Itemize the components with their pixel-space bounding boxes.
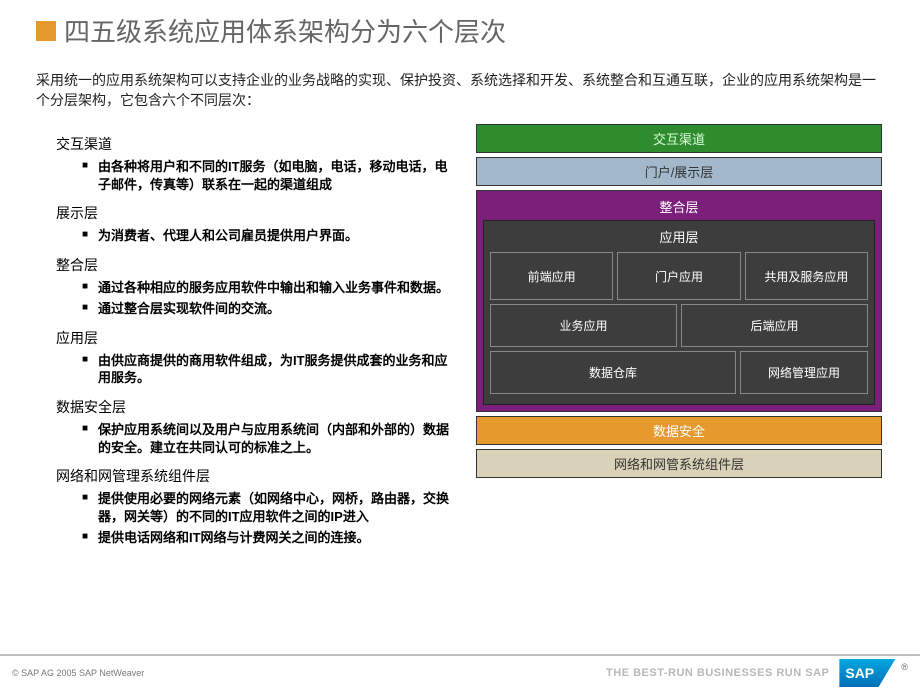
bullet-item: 为消费者、代理人和公司雇员提供用户界面。 (82, 227, 456, 245)
section-title: 网络和网管理系统组件层 (56, 466, 456, 486)
bullet-item: 提供使用必要的网络元素（如网络中心，网桥，路由器，交换器，网关等）的不同的IT应… (82, 490, 456, 525)
layer-network-components: 网络和网管系统组件层 (476, 449, 882, 478)
footer-right: THE BEST-RUN BUSINESSES RUN SAP SAP ® (606, 659, 908, 687)
section-title: 交互渠道 (56, 134, 456, 154)
bullet-item: 由供应商提供的商用软件组成，为IT服务提供成套的业务和应用服务。 (82, 352, 456, 387)
app-cell-backend: 后端应用 (681, 304, 868, 347)
title-bar: 四五级系统应用体系架构分为六个层次 (0, 0, 920, 57)
app-cell-frontend: 前端应用 (490, 252, 613, 300)
bullet-item: 由各种将用户和不同的IT服务（如电脑，电话，移动电话，电子邮件，传真等）联系在一… (82, 158, 456, 193)
app-cell-portal: 门户应用 (617, 252, 740, 300)
layer-portal-display: 门户/展示层 (476, 157, 882, 186)
content-area: 交互渠道 由各种将用户和不同的IT服务（如电脑，电话，移动电话，电子邮件，传真等… (0, 118, 920, 551)
copyright-text: © SAP AG 2005 SAP NetWeaver (12, 668, 144, 678)
bullet-list: 由各种将用户和不同的IT服务（如电脑，电话，移动电话，电子邮件，传真等）联系在一… (56, 158, 456, 193)
intro-paragraph: 采用统一的应用系统架构可以支持企业的业务战略的实现、保护投资、系统选择和开发、系… (0, 57, 920, 118)
registered-mark-icon: ® (901, 662, 908, 672)
bullet-item: 保护应用系统间以及用户与应用系统间（内部和外部的）数据的安全。建立在共同认可的标… (82, 421, 456, 456)
integration-layer-label: 整合层 (483, 197, 875, 216)
section-title: 整合层 (56, 255, 456, 275)
footer: © SAP AG 2005 SAP NetWeaver THE BEST-RUN… (0, 656, 920, 690)
slide-title: 四五级系统应用体系架构分为六个层次 (64, 12, 506, 49)
tagline-text: THE BEST-RUN BUSINESSES RUN SAP (606, 667, 829, 679)
layer-data-security: 数据安全 (476, 416, 882, 445)
section-title: 数据安全层 (56, 397, 456, 417)
application-layer-box: 应用层 前端应用 门户应用 共用及服务应用 业务应用 后端应用 数据仓库 网络管… (483, 220, 875, 405)
bullet-list: 通过各种相应的服务应用软件中输出和输入业务事件和数据。 通过整合层实现软件间的交… (56, 279, 456, 318)
bullet-list: 由供应商提供的商用软件组成，为IT服务提供成套的业务和应用服务。 (56, 352, 456, 387)
architecture-diagram: 交互渠道 门户/展示层 整合层 应用层 前端应用 门户应用 共用及服务应用 业务… (476, 124, 882, 551)
definitions-column: 交互渠道 由各种将用户和不同的IT服务（如电脑，电话，移动电话，电子邮件，传真等… (56, 124, 456, 551)
bullet-item: 提供电话网络和IT网络与计费网关之间的连接。 (82, 529, 456, 547)
app-cell-netmgmt: 网络管理应用 (740, 351, 868, 394)
app-cell-business: 业务应用 (490, 304, 677, 347)
bullet-item: 通过各种相应的服务应用软件中输出和输入业务事件和数据。 (82, 279, 456, 297)
section-title: 应用层 (56, 328, 456, 348)
bullet-list: 为消费者、代理人和公司雇员提供用户界面。 (56, 227, 456, 245)
layer-interaction-channel: 交互渠道 (476, 124, 882, 153)
app-cell-datawarehouse: 数据仓库 (490, 351, 736, 394)
app-row: 数据仓库 网络管理应用 (490, 351, 868, 394)
bullet-list: 提供使用必要的网络元素（如网络中心，网桥，路由器，交换器，网关等）的不同的IT应… (56, 490, 456, 547)
app-row: 前端应用 门户应用 共用及服务应用 (490, 252, 868, 300)
application-layer-label: 应用层 (490, 227, 868, 246)
sap-logo: SAP (839, 659, 895, 687)
app-cell-shared: 共用及服务应用 (745, 252, 868, 300)
section-title: 展示层 (56, 203, 456, 223)
title-accent-square (36, 21, 56, 41)
integration-layer-box: 整合层 应用层 前端应用 门户应用 共用及服务应用 业务应用 后端应用 数据仓库… (476, 190, 882, 412)
bullet-list: 保护应用系统间以及用户与应用系统间（内部和外部的）数据的安全。建立在共同认可的标… (56, 421, 456, 456)
app-row: 业务应用 后端应用 (490, 304, 868, 347)
bullet-item: 通过整合层实现软件间的交流。 (82, 300, 456, 318)
